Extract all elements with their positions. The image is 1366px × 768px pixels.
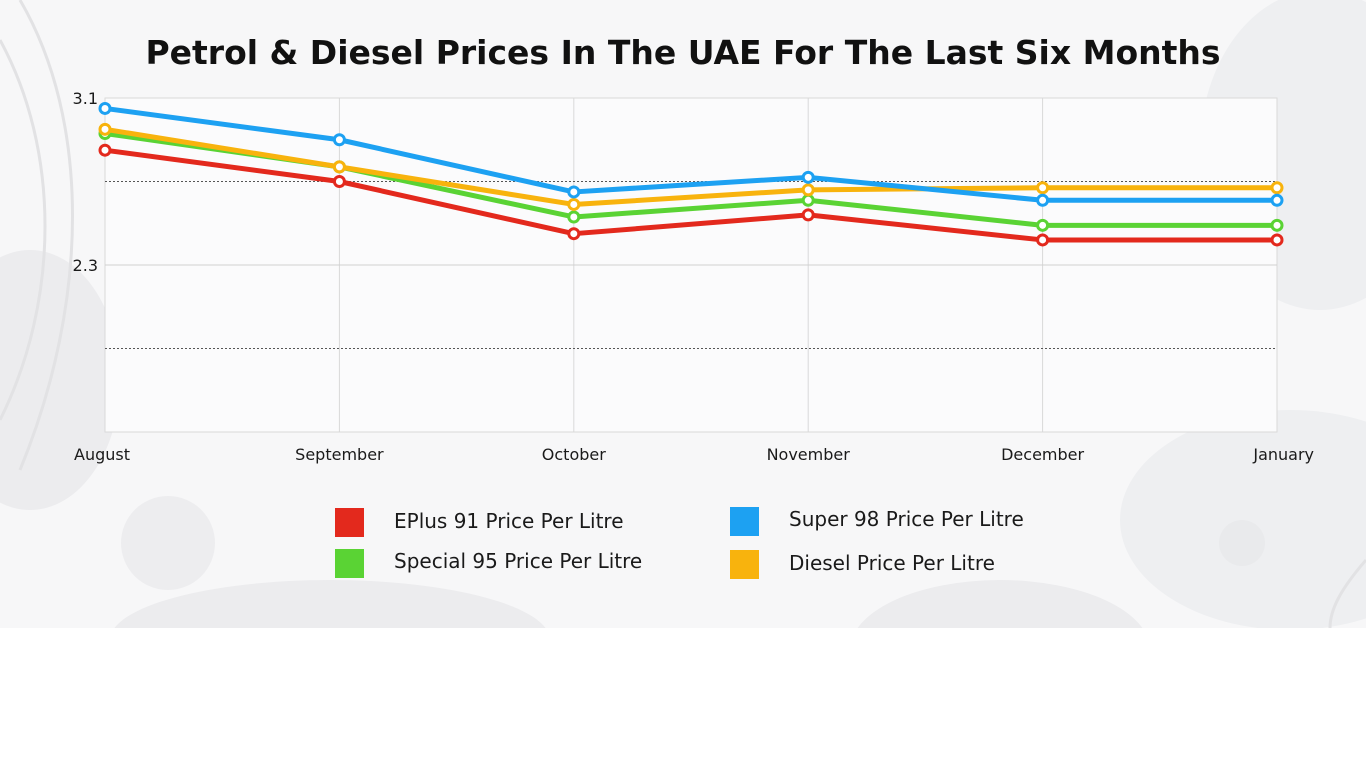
legend-swatch (730, 550, 759, 579)
data-point (567, 185, 581, 199)
legend-label: Super 98 Price Per Litre (789, 507, 1024, 531)
decor-blob (1120, 410, 1366, 628)
chart-stage: Petrol & Diesel Prices In The UAE For Th… (0, 0, 1366, 628)
decor-curve (18, 0, 74, 471)
data-point (1036, 218, 1050, 232)
data-point (801, 208, 815, 222)
decor-circle (1219, 520, 1265, 566)
decor-blob (857, 580, 1143, 628)
data-point (98, 143, 112, 157)
y-axis-ticks: 3.1 2.3 (73, 89, 98, 275)
data-point (567, 210, 581, 224)
data-point (1270, 181, 1284, 195)
data-point (801, 193, 815, 207)
line-chart: Petrol & Diesel Prices In The UAE For Th… (0, 0, 1366, 628)
legend-swatch (730, 507, 759, 536)
data-point (567, 197, 581, 211)
series-line (102, 147, 1280, 243)
grid (105, 98, 1277, 432)
data-point (1036, 233, 1050, 247)
legend-label: Special 95 Price Per Litre (394, 549, 642, 573)
data-point (332, 175, 346, 188)
series-line (102, 105, 1280, 203)
data-point (567, 227, 581, 241)
decor-circle (121, 496, 215, 590)
y-tick-label: 3.1 (73, 89, 98, 108)
data-point (801, 183, 815, 197)
plot-area (98, 97, 1284, 433)
legend-label: EPlus 91 Price Per Litre (394, 509, 624, 533)
data-point (1270, 218, 1284, 232)
x-tick-label: October (542, 445, 606, 464)
series-lines (98, 101, 1284, 247)
legend-swatch (335, 549, 364, 578)
chart-title: Petrol & Diesel Prices In The UAE For Th… (145, 33, 1220, 72)
x-tick-label: January (1252, 445, 1314, 464)
decor-blob (114, 580, 546, 628)
data-point (1270, 233, 1284, 247)
decor-curve (1328, 559, 1366, 628)
data-point (332, 160, 346, 174)
x-tick-label: November (767, 445, 851, 464)
data-point (1036, 181, 1050, 195)
y-tick-label: 2.3 (73, 256, 98, 275)
data-point (1036, 193, 1050, 207)
x-tick-label: September (295, 445, 384, 464)
data-point (801, 170, 815, 184)
legend: EPlus 91 Price Per Litre Super 98 Price P… (335, 507, 1024, 579)
x-tick-label: August (74, 445, 130, 464)
data-point (1270, 193, 1284, 207)
x-axis-ticks: August September October November December Ja… (74, 445, 1314, 464)
legend-swatch (335, 508, 364, 537)
decor-curve (0, 39, 47, 421)
data-point (98, 122, 112, 136)
legend-label: Diesel Price Per Litre (789, 551, 995, 575)
series-line (102, 126, 1280, 207)
data-point (98, 101, 112, 115)
x-tick-label: December (1001, 445, 1084, 464)
data-point (332, 133, 346, 147)
